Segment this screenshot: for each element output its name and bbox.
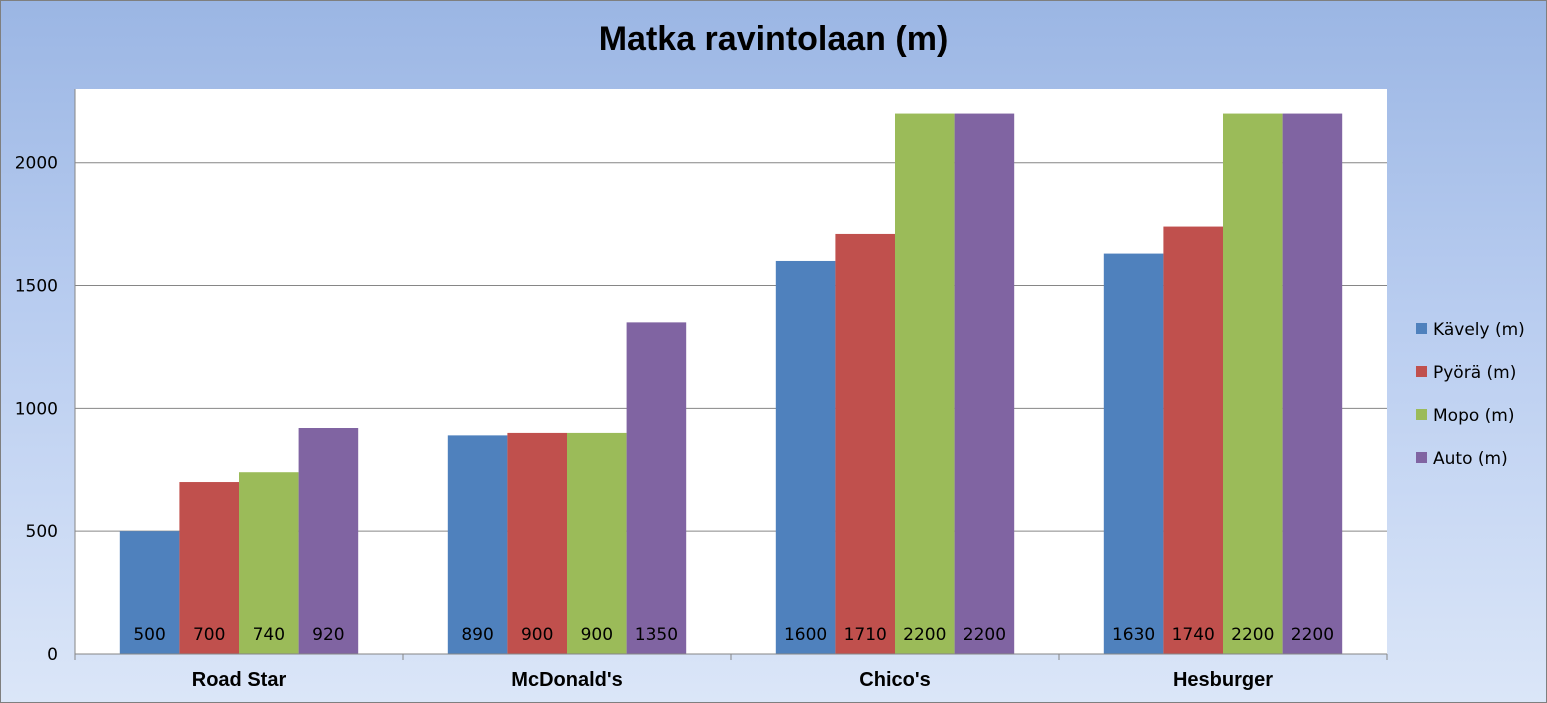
- legend-swatch: [1416, 323, 1427, 334]
- bar: [119, 531, 180, 654]
- bars: 500 700 740 920 890 900 900 1350 1600 1710 2200 220…: [119, 113, 1343, 655]
- data-label: 920: [312, 625, 344, 645]
- bar: [1103, 253, 1164, 654]
- bar: [775, 260, 836, 654]
- legend-swatch: [1416, 366, 1427, 377]
- legend-label: Auto (m): [1433, 449, 1508, 469]
- data-label: 500: [133, 625, 165, 645]
- legend-swatch: [1416, 452, 1427, 463]
- legend-swatch: [1416, 409, 1427, 420]
- data-label: 2200: [1231, 625, 1274, 645]
- legend-label: Kävely (m): [1433, 320, 1525, 340]
- data-label: 1600: [784, 625, 827, 645]
- legend-label: Mopo (m): [1433, 406, 1515, 426]
- bar: [298, 428, 359, 654]
- chart-title: Matka ravintolaan (m): [598, 20, 949, 58]
- legend: Kävely (m) Pyörä (m) Mopo (m) Auto (m): [1416, 320, 1525, 469]
- x-tick-label: Road Star: [192, 669, 287, 691]
- bar: [1163, 226, 1223, 654]
- data-label: 1350: [635, 625, 678, 645]
- x-tick-label: Chico's: [859, 669, 930, 691]
- data-label: 1630: [1112, 625, 1155, 645]
- data-label: 2200: [963, 625, 1006, 645]
- y-tick-label: 1000: [15, 399, 58, 419]
- y-tick-label: 0: [47, 645, 58, 665]
- data-label: 2200: [1291, 625, 1334, 645]
- data-label: 890: [461, 625, 493, 645]
- bar: [507, 432, 567, 654]
- data-label: 700: [193, 625, 225, 645]
- bar: [447, 435, 508, 654]
- bar: [895, 113, 955, 655]
- bar: [567, 432, 627, 654]
- y-tick-label: 500: [26, 522, 58, 542]
- bar: [179, 482, 239, 654]
- data-label: 1710: [844, 625, 887, 645]
- bar: [954, 113, 1015, 655]
- x-tick-label: McDonald's: [511, 669, 622, 691]
- data-label: 900: [581, 625, 613, 645]
- axes: 0 500 1000 1500 2000 Road Star McDonald's Chico…: [15, 89, 1388, 691]
- x-tick-label: Hesburger: [1173, 669, 1273, 691]
- bar: [835, 233, 895, 654]
- y-tick-label: 1500: [15, 277, 58, 297]
- legend-label: Pyörä (m): [1433, 363, 1516, 383]
- data-label: 740: [253, 625, 285, 645]
- bar: [1282, 113, 1343, 655]
- y-tick-label: 2000: [15, 154, 58, 174]
- bar: [1223, 113, 1283, 655]
- data-label: 1740: [1172, 625, 1215, 645]
- data-label: 900: [521, 625, 553, 645]
- bar: [239, 472, 299, 654]
- data-label: 2200: [903, 625, 946, 645]
- bar: [626, 322, 687, 654]
